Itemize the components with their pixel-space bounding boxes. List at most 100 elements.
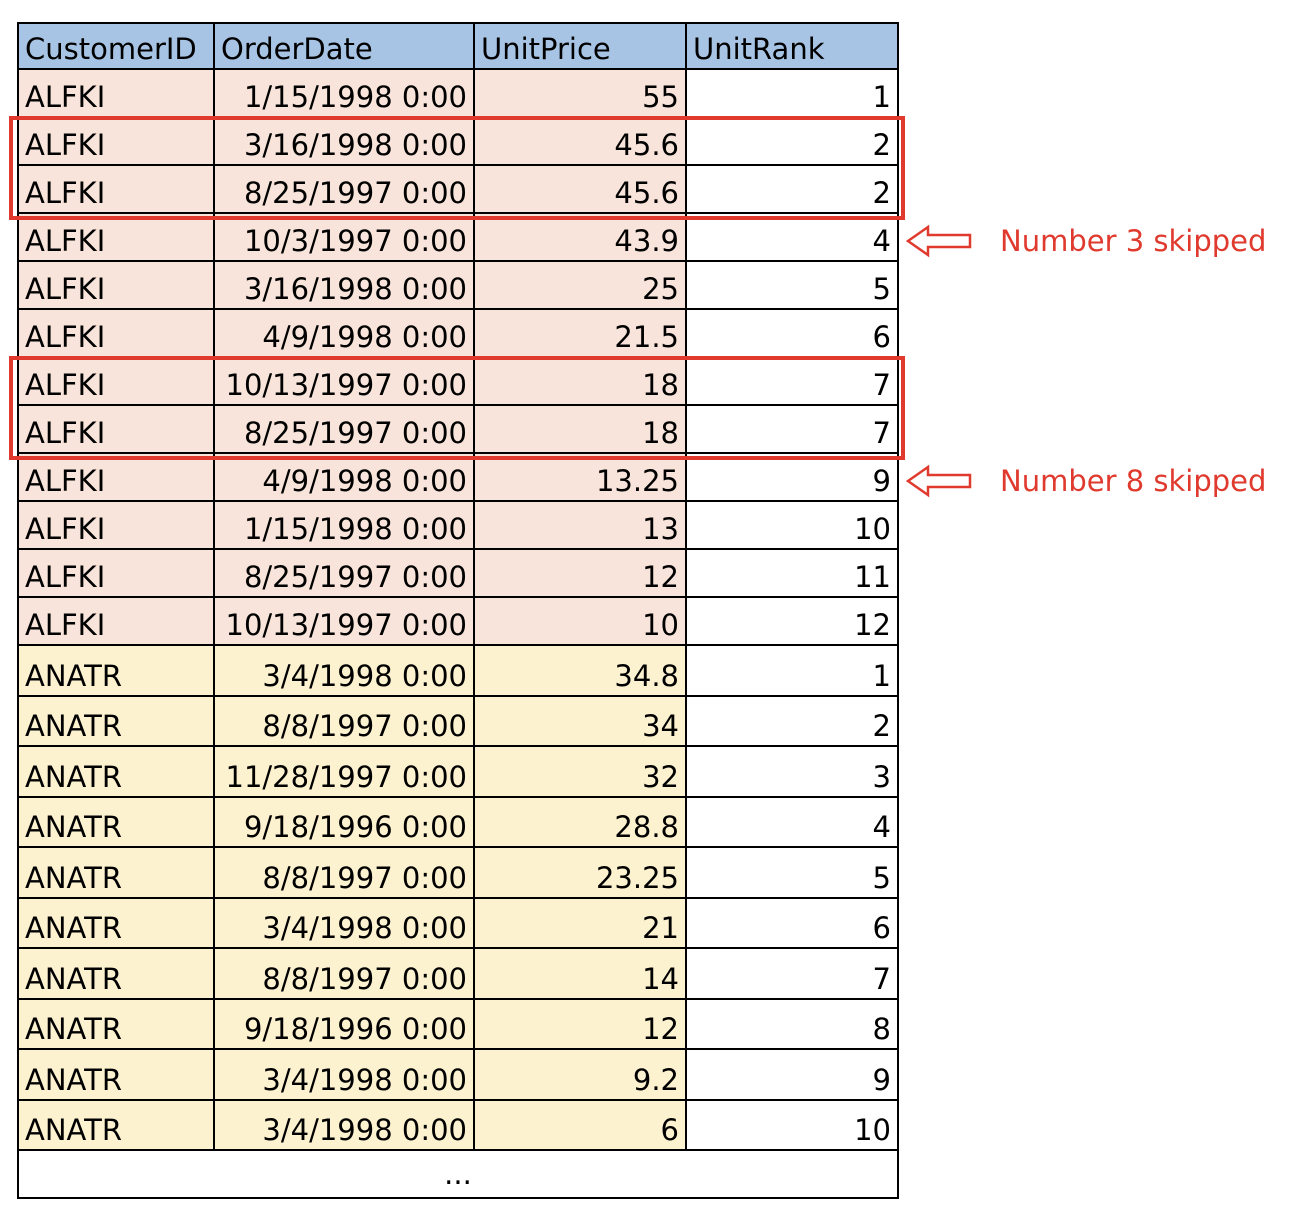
cell-orderdate: 8/8/1997 0:00 — [215, 848, 475, 897]
table-row: ANATR 3/4/1998 0:00 34.8 1 — [17, 646, 899, 697]
cell-unitrank: 6 — [687, 310, 897, 356]
cell-customerid: ALFKI — [19, 406, 215, 452]
cell-unitprice: 18 — [475, 358, 687, 404]
cell-unitprice: 34 — [475, 696, 687, 745]
cell-unitrank: 12 — [687, 598, 897, 644]
cell-unitrank: 11 — [687, 550, 897, 596]
cell-unitrank: 7 — [687, 358, 897, 404]
table-row: ALFKI 8/25/1997 0:00 45.6 2 — [17, 166, 899, 214]
cell-customerid: ANATR — [19, 1050, 215, 1099]
cell-orderdate: 8/8/1997 0:00 — [215, 696, 475, 745]
cell-unitrank: 4 — [687, 797, 897, 846]
cell-customerid: ANATR — [19, 747, 215, 796]
table-row: ANATR 9/18/1996 0:00 28.8 4 — [17, 797, 899, 848]
cell-customerid: ALFKI — [19, 550, 215, 596]
cell-orderdate: 1/15/1998 0:00 — [215, 70, 475, 116]
column-header-orderdate: OrderDate — [215, 24, 475, 68]
table-row: ALFKI 10/13/1997 0:00 10 12 — [17, 598, 899, 646]
cell-orderdate: 10/13/1997 0:00 — [215, 598, 475, 644]
table-row: ALFKI 8/25/1997 0:00 18 7 — [17, 406, 899, 454]
cell-unitrank: 9 — [687, 1050, 897, 1099]
annotation-text: Number 3 skipped — [1000, 224, 1267, 258]
cell-customerid: ALFKI — [19, 358, 215, 404]
cell-customerid: ANATR — [19, 848, 215, 897]
cell-unitrank: 1 — [687, 70, 897, 116]
table-row: ANATR 3/4/1998 0:00 6 10 — [17, 1100, 899, 1151]
cell-unitrank: 1 — [687, 646, 897, 695]
cell-unitprice: 45.6 — [475, 118, 687, 164]
cell-unitprice: 18 — [475, 406, 687, 452]
cell-orderdate: 3/16/1998 0:00 — [215, 262, 475, 308]
cell-unitrank: 2 — [687, 696, 897, 745]
cell-unitrank: 7 — [687, 406, 897, 452]
cell-unitprice: 25 — [475, 262, 687, 308]
annotation-skip-3: Number 3 skipped — [906, 219, 1266, 263]
cell-customerid: ALFKI — [19, 166, 215, 212]
column-header-unitprice: UnitPrice — [475, 24, 687, 68]
cell-unitrank: 3 — [687, 747, 897, 796]
table-continuation: ... — [17, 1151, 899, 1199]
cell-unitprice: 12 — [475, 550, 687, 596]
table-row: ALFKI 3/16/1998 0:00 25 5 — [17, 262, 899, 310]
cell-orderdate: 9/18/1996 0:00 — [215, 999, 475, 1048]
cell-orderdate: 11/28/1997 0:00 — [215, 747, 475, 796]
cell-unitrank: 5 — [687, 848, 897, 897]
table-body: ALFKI 1/15/1998 0:00 55 1 ALFKI 3/16/1998 0:0… — [17, 70, 899, 1151]
cell-unitprice: 10 — [475, 598, 687, 644]
cell-unitprice: 21.5 — [475, 310, 687, 356]
table-row: ANATR 9/18/1996 0:00 12 8 — [17, 999, 899, 1050]
cell-unitprice: 21 — [475, 898, 687, 947]
ellipsis-text: ... — [444, 1157, 472, 1191]
cell-unitrank: 9 — [687, 454, 897, 500]
cell-customerid: ALFKI — [19, 310, 215, 356]
cell-unitprice: 34.8 — [475, 646, 687, 695]
cell-orderdate: 3/4/1998 0:00 — [215, 646, 475, 695]
cell-orderdate: 3/4/1998 0:00 — [215, 1100, 475, 1149]
cell-customerid: ANATR — [19, 797, 215, 846]
column-header-customerid: CustomerID — [19, 24, 215, 68]
table-row: ANATR 3/4/1998 0:00 9.2 9 — [17, 1050, 899, 1101]
cell-unitrank: 10 — [687, 1100, 897, 1149]
table-row: ALFKI 10/13/1997 0:00 18 7 — [17, 358, 899, 406]
annotation-skip-8: Number 8 skipped — [906, 459, 1266, 503]
table-row: ANATR 11/28/1997 0:00 32 3 — [17, 747, 899, 798]
table-row: ANATR 8/8/1997 0:00 14 7 — [17, 949, 899, 1000]
cell-orderdate: 8/8/1997 0:00 — [215, 949, 475, 998]
cell-orderdate: 3/16/1998 0:00 — [215, 118, 475, 164]
cell-unitprice: 14 — [475, 949, 687, 998]
cell-unitrank: 7 — [687, 949, 897, 998]
cell-unitprice: 45.6 — [475, 166, 687, 212]
table-header: CustomerID OrderDate UnitPrice UnitRank — [17, 22, 899, 70]
column-header-unitrank: UnitRank — [687, 24, 897, 68]
cell-unitprice: 43.9 — [475, 214, 687, 260]
cell-unitprice: 6 — [475, 1100, 687, 1149]
cell-unitprice: 13.25 — [475, 454, 687, 500]
cell-orderdate: 1/15/1998 0:00 — [215, 502, 475, 548]
cell-unitprice: 12 — [475, 999, 687, 1048]
annotation-text: Number 8 skipped — [1000, 464, 1267, 498]
cell-orderdate: 9/18/1996 0:00 — [215, 797, 475, 846]
cell-customerid: ANATR — [19, 696, 215, 745]
cell-orderdate: 8/25/1997 0:00 — [215, 166, 475, 212]
cell-unitprice: 23.25 — [475, 848, 687, 897]
cell-customerid: ALFKI — [19, 454, 215, 500]
cell-orderdate: 10/3/1997 0:00 — [215, 214, 475, 260]
cell-orderdate: 8/25/1997 0:00 — [215, 406, 475, 452]
table-row: ALFKI 8/25/1997 0:00 12 11 — [17, 550, 899, 598]
cell-customerid: ALFKI — [19, 214, 215, 260]
cell-customerid: ALFKI — [19, 502, 215, 548]
cell-unitprice: 32 — [475, 747, 687, 796]
cell-orderdate: 3/4/1998 0:00 — [215, 898, 475, 947]
cell-unitrank: 6 — [687, 898, 897, 947]
table-row: ALFKI 1/15/1998 0:00 55 1 — [17, 70, 899, 118]
table-row: ALFKI 10/3/1997 0:00 43.9 4 — [17, 214, 899, 262]
cell-orderdate: 3/4/1998 0:00 — [215, 1050, 475, 1099]
cell-unitrank: 5 — [687, 262, 897, 308]
cell-orderdate: 8/25/1997 0:00 — [215, 550, 475, 596]
cell-unitprice: 9.2 — [475, 1050, 687, 1099]
cell-unitrank: 4 — [687, 214, 897, 260]
cell-customerid: ALFKI — [19, 118, 215, 164]
table-row: ALFKI 3/16/1998 0:00 45.6 2 — [17, 118, 899, 166]
cell-customerid: ALFKI — [19, 598, 215, 644]
arrow-left-icon — [906, 224, 972, 258]
